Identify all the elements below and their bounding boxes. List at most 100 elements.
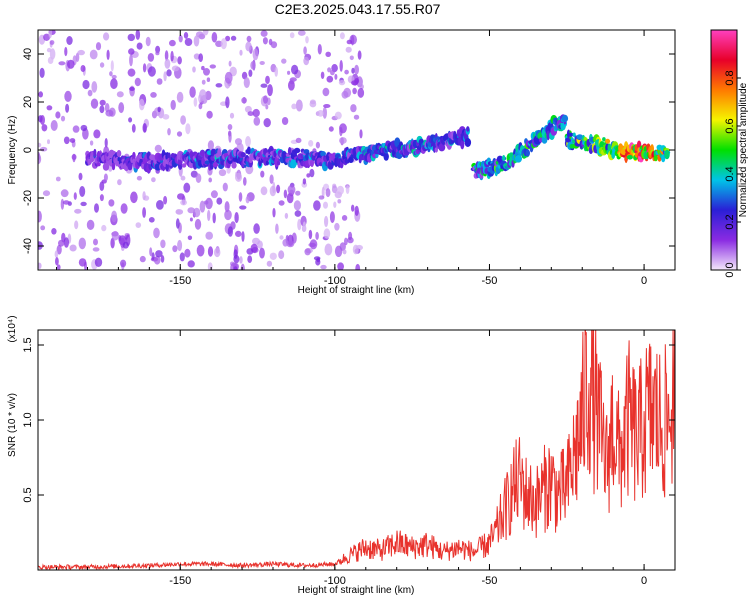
spectrogram-noise-mark (155, 250, 163, 258)
spectrogram-noise-mark (354, 205, 359, 216)
spectrogram-ridge-mark (515, 155, 522, 163)
spectrogram-noise-mark (295, 137, 302, 144)
spectrogram-noise-mark (257, 240, 263, 249)
spectrogram-noise-mark (305, 36, 309, 44)
spectrogram-noise-mark (346, 39, 353, 45)
spectrogram-ridge-mark (240, 152, 246, 158)
spectrogram-y-axis-label: Frequency (Hz) (7, 116, 18, 185)
spectrogram-noise-mark (82, 79, 90, 90)
spectrogram-ridge-mark (602, 137, 606, 142)
spectrogram-ridge-mark (127, 162, 133, 171)
spectrogram-noise-mark (338, 79, 346, 86)
spectrogram-noise-mark (64, 46, 68, 57)
colorbar-tick-label: 0.8 (724, 70, 736, 85)
snr-frame (37, 329, 676, 571)
spectrogram-noise-mark (215, 83, 223, 88)
spectrogram-noise-mark (275, 223, 279, 234)
spectrogram-noise-mark (229, 112, 235, 119)
spectrogram-noise-mark (169, 39, 176, 47)
spectrogram-noise-mark (241, 97, 248, 104)
colorbar-gradient (710, 29, 738, 271)
spectrogram-noise-mark (198, 53, 203, 62)
spectrogram-noise-mark (330, 69, 335, 76)
spectrogram-noise-mark (309, 100, 317, 108)
spectrogram-noise-mark (80, 124, 88, 132)
spectrogram-ridge-mark (460, 139, 465, 150)
spectrogram-ridge-mark (605, 138, 611, 144)
spectrogram-noise-mark (60, 189, 69, 198)
spectrogram-noise-mark (329, 211, 335, 224)
spectrogram-noise-mark (55, 257, 59, 266)
spectrogram-noise-mark (281, 58, 287, 64)
spectrogram-noise-mark (39, 146, 48, 152)
spectrogram-noise-mark (259, 61, 265, 65)
spectrogram-noise-mark (341, 215, 348, 221)
spectrogram-noise-mark (291, 103, 297, 110)
spectrogram-ridge-mark (290, 159, 297, 169)
spectrogram-noise-mark (339, 60, 343, 72)
spectrogram-noise-mark (345, 185, 350, 195)
spectrogram-noise-mark (128, 48, 135, 55)
spectrogram-noise-mark (230, 35, 237, 41)
spectrogram-noise-mark (183, 32, 189, 39)
spectrogram-noise-mark (185, 123, 191, 135)
colorbar-tick-label: 0.0 (724, 262, 736, 277)
spectrogram-noise-mark (250, 61, 256, 70)
snr-scale-note: (x10⁴) (7, 315, 18, 342)
spectrogram-ridge-mark (525, 149, 530, 157)
spectrogram-noise-mark (99, 105, 105, 114)
spectrogram-noise-mark (260, 30, 268, 37)
spectrogram-noise-mark (224, 201, 230, 213)
spectrogram-ridge-mark (653, 155, 658, 160)
spectrogram-noise-mark (297, 218, 302, 231)
spectrogram-noise-mark (320, 264, 327, 270)
spectrogram-noise-mark (228, 131, 232, 143)
spectrogram-noise-mark (245, 41, 252, 52)
spectrogram-noise-mark (295, 99, 303, 112)
spectrogram-noise-mark (122, 241, 129, 249)
spectrogram-noise-mark (199, 200, 206, 213)
y-tick-label: 20 (22, 96, 34, 108)
spectrogram-ridge-mark (464, 138, 472, 147)
spectrogram-noise-mark (74, 208, 82, 214)
spectrogram-noise-mark (95, 42, 102, 51)
spectrogram-marks (38, 30, 671, 270)
spectrogram-noise-mark (355, 263, 361, 270)
spectrogram-noise-mark (170, 50, 174, 62)
spectrogram-noise-mark (79, 186, 86, 197)
spectrogram-ridge-mark (217, 148, 222, 158)
spectrogram-noise-mark (177, 239, 183, 252)
spectrogram-noise-mark (337, 199, 342, 204)
spectrogram-noise-mark (318, 195, 325, 200)
spectrogram-noise-mark (117, 179, 122, 186)
spectrogram-noise-mark (348, 231, 353, 241)
spectrogram-noise-mark (157, 106, 161, 113)
spectrogram-noise-mark (295, 190, 301, 196)
spectrogram-noise-mark (184, 38, 193, 46)
spectrogram-noise-mark (214, 247, 221, 258)
x-tick-label: -100 (324, 275, 346, 287)
y-tick-label: 40 (22, 48, 34, 60)
spectrogram-ridge-mark (132, 151, 136, 161)
spectrogram-noise-mark (201, 79, 206, 85)
spectrogram-noise-mark (328, 126, 334, 132)
spectrogram-noise-mark (207, 246, 214, 257)
spectrogram-noise-mark (78, 258, 87, 267)
spectrogram-noise-mark (46, 105, 53, 111)
y-tick-label: 0 (22, 147, 34, 153)
spectrogram-noise-mark (334, 222, 340, 231)
spectrogram-noise-mark (187, 235, 193, 241)
spectrogram-noise-mark (116, 91, 124, 98)
spectrogram-noise-mark (306, 173, 311, 178)
spectrogram-noise-mark (58, 239, 65, 247)
spectrogram-noise-mark (235, 230, 242, 237)
spectrogram-noise-mark (357, 87, 365, 98)
spectrogram-noise-mark (147, 66, 156, 77)
spectrogram-noise-mark (293, 200, 301, 211)
spectrogram-noise-mark (274, 66, 279, 77)
spectrogram-noise-mark (127, 33, 135, 42)
spectrogram-noise-mark (58, 61, 66, 66)
spectrogram-noise-mark (62, 200, 70, 205)
spectrogram-noise-mark (189, 217, 193, 222)
spectrogram-noise-mark (108, 199, 115, 207)
